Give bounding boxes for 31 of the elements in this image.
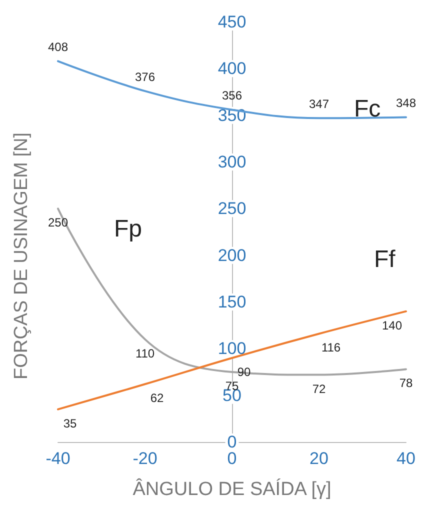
x-tick-label: 40 xyxy=(396,449,416,468)
data-label: 35 xyxy=(63,416,77,430)
data-label: 376 xyxy=(134,70,156,84)
data-label: 62 xyxy=(150,391,164,406)
x-tick-label: -20 xyxy=(132,449,158,468)
y-tick-label: 450 xyxy=(218,12,246,32)
data-label: 347 xyxy=(308,97,330,112)
series-label: Fp xyxy=(114,216,142,243)
x-tick-label: -40 xyxy=(46,449,70,468)
data-label: 250 xyxy=(48,216,68,230)
y-tick-label: 100 xyxy=(218,339,246,358)
data-label: 90 xyxy=(237,365,251,379)
series-label: Fc xyxy=(354,96,381,123)
x-axis-title: ÂNGULO DE SAÍDA [γ] xyxy=(132,478,332,500)
data-label: 78 xyxy=(399,376,413,390)
y-tick-label: 200 xyxy=(218,246,246,265)
y-tick-label: 300 xyxy=(218,152,246,172)
data-label: 140 xyxy=(382,318,402,332)
data-label: 356 xyxy=(222,88,242,103)
data-label: 408 xyxy=(48,40,68,54)
data-label: 110 xyxy=(135,346,155,360)
y-tick-label: 400 xyxy=(218,59,246,78)
data-label: 116 xyxy=(321,340,341,355)
x-tick-label: 20 xyxy=(310,449,328,468)
data-label: 72 xyxy=(312,382,326,396)
series-label: Ff xyxy=(374,246,396,273)
data-label: 348 xyxy=(396,96,416,110)
y-tick-label: 0 xyxy=(227,432,237,452)
y-tick-label: 250 xyxy=(218,199,246,218)
y-axis-title: FORÇAS DE USINAGEM [N] xyxy=(11,132,32,380)
y-tick-label: 150 xyxy=(218,292,246,312)
